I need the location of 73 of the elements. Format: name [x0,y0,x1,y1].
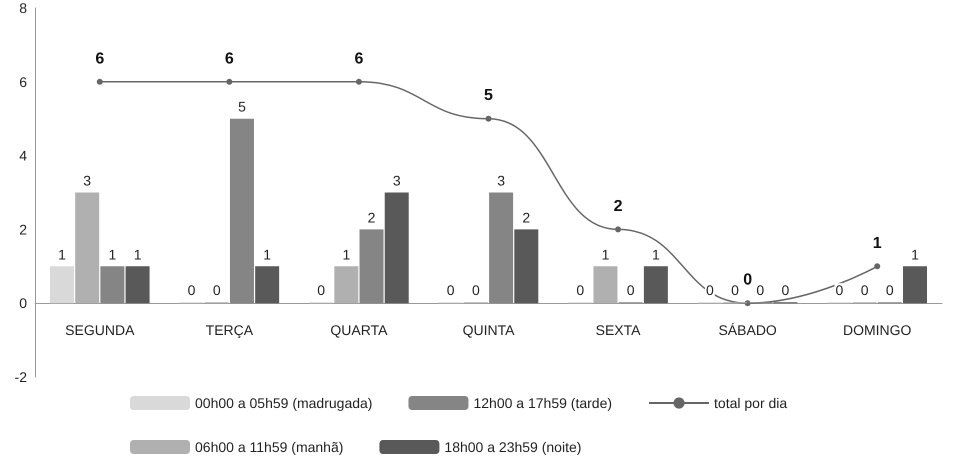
data-label: 0 [212,282,221,298]
data-label: 0 [860,282,869,298]
bar [255,266,280,304]
bar [126,266,150,304]
y-tick-label: 2 [19,221,28,238]
y-tick-label: 6 [19,74,28,90]
x-tick-label: SEXTA [596,322,642,338]
bar [75,192,100,304]
data-label: 3 [497,172,506,188]
data-label: 1 [872,234,882,252]
bar [593,266,618,304]
x-tick-label: QUARTA [330,322,388,338]
data-label: 0 [756,282,764,298]
data-label: 1 [108,246,116,262]
y-tick-label: 4 [19,148,28,164]
data-label: 6 [95,50,104,68]
data-label: 0 [731,282,740,298]
legend-label: 06h00 a 11h59 (manhã) [195,439,344,455]
data-label: 0 [576,282,584,298]
data-label: 0 [446,282,455,298]
data-label: 0 [782,282,790,298]
data-label: 3 [392,172,401,188]
y-tick-label: -2 [14,369,28,385]
bar [903,266,928,304]
data-label: 5 [238,98,246,115]
bar [489,192,514,304]
data-label: 0 [836,282,844,298]
bar [334,266,358,304]
y-tick-label: 0 [19,295,28,312]
data-label: 0 [706,282,714,298]
data-label: 0 [472,282,480,298]
x-tick-label: QUINTA [462,322,516,338]
data-label: 1 [652,246,660,262]
bar [360,229,384,304]
point [356,78,362,85]
x-tick-label: DOMINGO [842,322,912,338]
data-label: 1 [263,246,272,262]
bar [514,229,538,304]
point [486,116,492,122]
legend-label: 00h00 a 05h59 (madrugada) [195,395,372,411]
data-label: 1 [134,246,142,262]
data-label: 0 [317,282,326,298]
data-label: 2 [522,209,530,226]
x-tick-label: SEGUNDA [65,322,136,338]
bar [384,192,409,304]
data-label: 2 [368,209,376,226]
bar [50,266,74,304]
data-label: 3 [83,172,92,188]
legend-label: 18h00 a 23h59 (noite) [444,439,582,455]
data-label: 0 [188,282,196,298]
data-label: 2 [614,198,623,215]
x-tick-label: SÁBADO [718,322,777,338]
bar [230,118,254,304]
data-label: 1 [58,246,66,262]
data-label: 1 [602,246,610,262]
bar [644,266,668,304]
data-label: 1 [911,246,920,262]
y-tick-label: 8 [19,0,28,16]
point [615,226,622,232]
point [226,78,232,85]
data-label: 6 [354,50,364,68]
legend-label: total por dia [714,395,788,411]
data-label: 0 [886,282,894,298]
point [96,78,103,85]
legend-label: 12h00 a 17h59 (tarde) [473,395,612,411]
data-label: 1 [342,246,350,262]
bar [100,266,124,304]
data-label: 0 [743,272,752,289]
point [874,263,880,270]
data-label: 5 [484,87,494,104]
x-tick-label: TERÇA [206,322,254,338]
data-label: 0 [626,282,635,298]
data-label: 6 [224,50,234,68]
